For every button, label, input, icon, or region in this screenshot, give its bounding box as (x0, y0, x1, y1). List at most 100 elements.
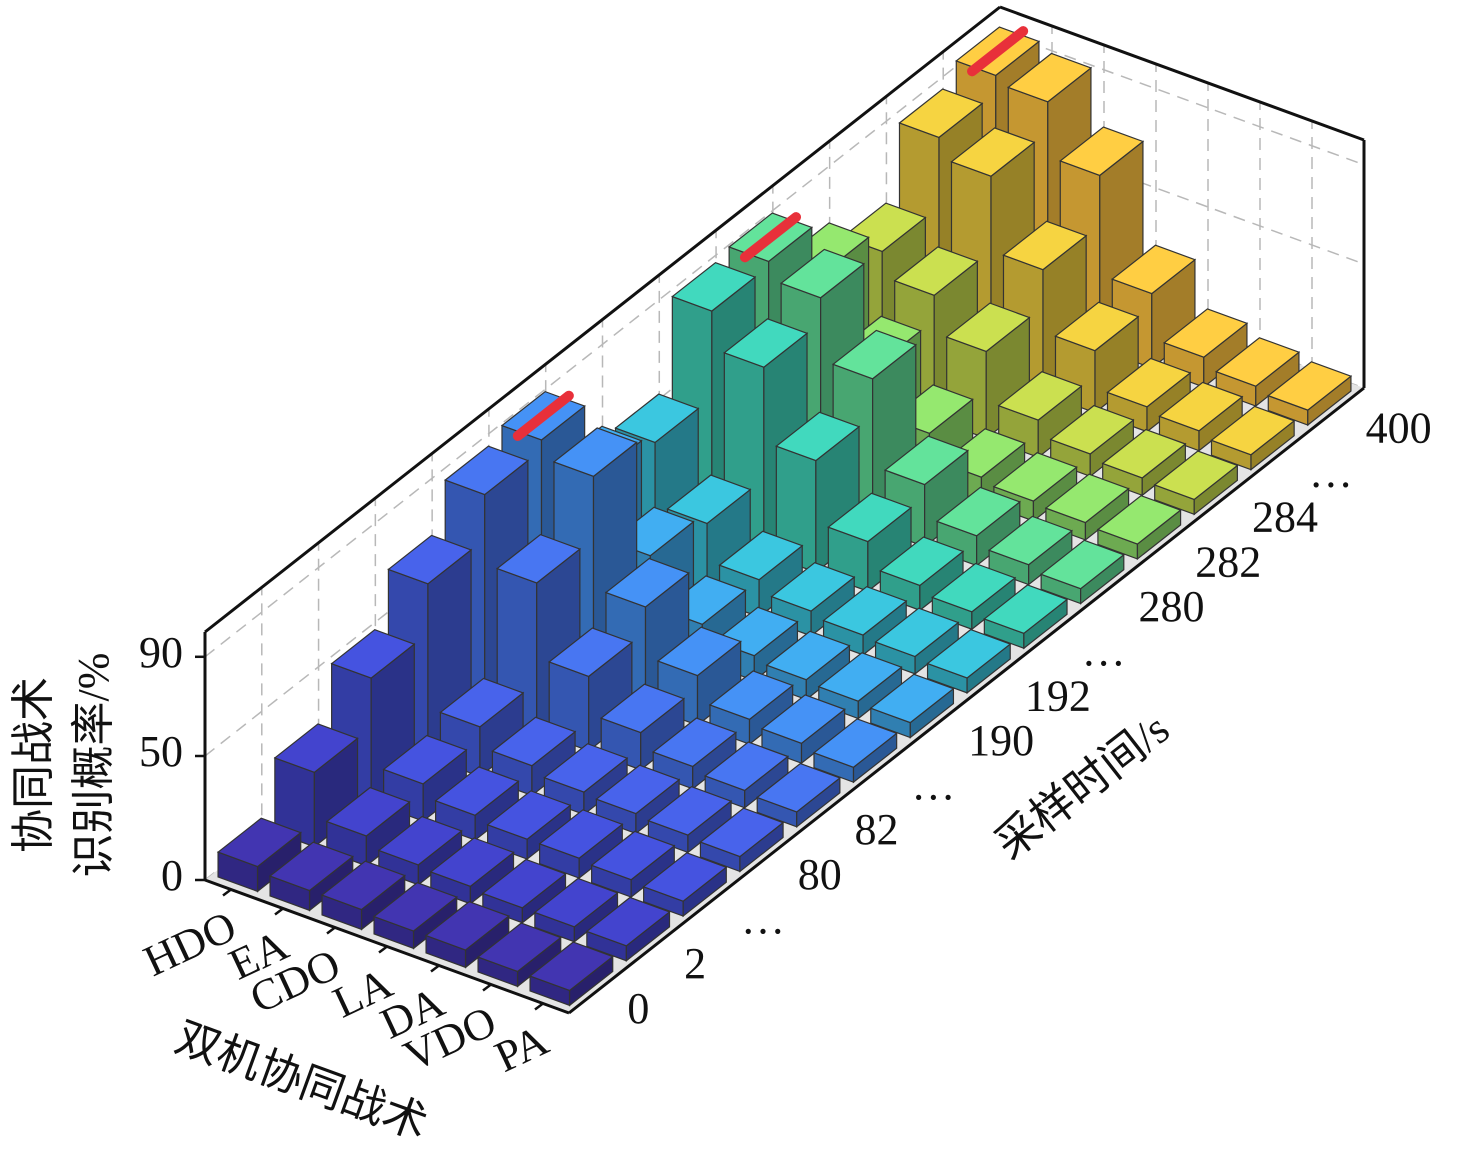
bar (595, 764, 681, 835)
bar-top (1153, 450, 1239, 501)
bar-top (377, 815, 463, 866)
bar-top (216, 817, 302, 868)
bar-top (547, 627, 634, 678)
bar-top (320, 860, 406, 911)
bar-top (935, 486, 1022, 537)
bar (987, 515, 1074, 586)
y-tick-label: 192 (1025, 671, 1091, 720)
bar-top (486, 790, 572, 840)
bar (765, 630, 851, 701)
bar-top (481, 858, 567, 909)
x-tick (534, 1002, 544, 1011)
peak-highlight (739, 212, 802, 263)
y-tick-label: 80 (798, 850, 842, 899)
bar (1101, 428, 1187, 497)
box-edge (204, 5, 1001, 634)
bar (377, 815, 463, 886)
bar (770, 562, 856, 638)
bar-top (1106, 357, 1192, 408)
bar-top (869, 673, 955, 724)
y-tick-label: 282 (1195, 537, 1261, 586)
bar (1158, 381, 1244, 452)
x-tick (326, 926, 336, 935)
bar (869, 673, 955, 739)
bars (216, 26, 1353, 1007)
bar-top (495, 533, 582, 584)
bar (812, 718, 898, 784)
bar-top (987, 515, 1074, 566)
z-tick-label: 50 (139, 727, 183, 776)
bar (273, 723, 359, 848)
bar-top (765, 630, 851, 681)
x-tick-label: PA (487, 1015, 555, 1082)
bar (1096, 495, 1182, 561)
bar (320, 860, 406, 931)
bar (926, 628, 1012, 695)
bar-top (822, 585, 908, 636)
bar (827, 492, 913, 593)
bar-top (827, 492, 913, 543)
y-tick-label: … (911, 761, 955, 810)
bar (893, 246, 979, 421)
bar-top (491, 716, 577, 767)
bar (874, 607, 960, 676)
z-axis-label: 识别概率/% (69, 653, 118, 878)
box-edge (999, 5, 1365, 142)
bar-top (1210, 405, 1296, 456)
bar-top (325, 786, 411, 837)
bar (1153, 450, 1239, 516)
bar-top (1049, 404, 1135, 455)
bar-top (443, 445, 530, 496)
bar (533, 877, 619, 943)
bar-top (1044, 473, 1130, 524)
x-tick (378, 945, 388, 954)
bar-top (945, 302, 1031, 353)
x-tick (274, 907, 284, 916)
bar-top (893, 246, 979, 296)
bar (647, 786, 733, 854)
bar-top (429, 837, 515, 888)
bar-top (926, 628, 1012, 679)
z-axis-label: 协同战术 (9, 677, 58, 853)
bar-top (699, 807, 785, 858)
bar-top (604, 557, 690, 608)
y-tick-label: 2 (684, 939, 706, 988)
bar (755, 762, 842, 829)
bar-top (595, 764, 681, 815)
bar-top (874, 607, 960, 658)
bar-top (538, 809, 624, 859)
bar-top (476, 922, 562, 973)
bar-top (656, 626, 742, 677)
bar-top (775, 411, 861, 462)
bar (1163, 308, 1249, 389)
bar (1106, 357, 1192, 433)
bar (372, 881, 458, 950)
bar-top (723, 318, 809, 368)
bar-top (1059, 126, 1145, 177)
y-tick-label: 82 (855, 805, 899, 854)
bar (703, 741, 790, 810)
bar-top (755, 762, 842, 813)
y-tick-label: 0 (627, 984, 649, 1033)
bar-top (552, 427, 638, 478)
bar-top (997, 371, 1083, 421)
bar-top (666, 474, 752, 525)
bar-top (718, 530, 804, 581)
bar (983, 584, 1069, 650)
bar-top (708, 670, 794, 721)
bar (822, 585, 908, 657)
bar-top (831, 329, 918, 380)
bar-top (931, 562, 1017, 613)
bar (817, 652, 903, 720)
bar-top (533, 877, 619, 928)
bar-top (1096, 495, 1182, 545)
bar-top (1163, 308, 1249, 358)
bar-top (528, 941, 614, 992)
bar-top (812, 718, 898, 768)
y-tick-label: … (1082, 627, 1126, 676)
bar-top (898, 88, 984, 139)
z-tick-label: 90 (139, 628, 183, 677)
bar (491, 716, 577, 797)
box-edge (568, 386, 1365, 1015)
bar-top (614, 393, 700, 444)
